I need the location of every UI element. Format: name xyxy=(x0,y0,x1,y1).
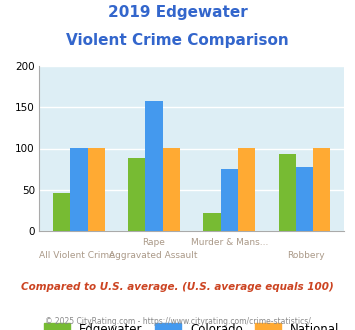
Text: Robbery: Robbery xyxy=(288,251,325,260)
Bar xyxy=(88,148,105,231)
Bar xyxy=(296,167,313,231)
Bar xyxy=(53,193,70,231)
Text: Violent Crime Comparison: Violent Crime Comparison xyxy=(66,33,289,48)
Bar xyxy=(313,148,331,231)
Bar xyxy=(238,148,255,231)
Legend: Edgewater, Colorado, National: Edgewater, Colorado, National xyxy=(44,323,339,330)
Bar xyxy=(146,102,163,231)
Text: © 2025 CityRating.com - https://www.cityrating.com/crime-statistics/: © 2025 CityRating.com - https://www.city… xyxy=(45,317,310,326)
Text: Rape: Rape xyxy=(142,238,165,247)
Text: All Violent Crime: All Violent Crime xyxy=(39,251,115,260)
Bar xyxy=(163,148,180,231)
Bar xyxy=(221,169,238,231)
Text: 2019 Edgewater: 2019 Edgewater xyxy=(108,5,247,20)
Bar xyxy=(128,158,146,231)
Bar xyxy=(203,213,221,231)
Bar xyxy=(279,154,296,231)
Text: Murder & Mans...: Murder & Mans... xyxy=(191,238,268,247)
Text: Compared to U.S. average. (U.S. average equals 100): Compared to U.S. average. (U.S. average … xyxy=(21,282,334,292)
Text: Aggravated Assault: Aggravated Assault xyxy=(109,251,198,260)
Bar xyxy=(70,148,88,231)
